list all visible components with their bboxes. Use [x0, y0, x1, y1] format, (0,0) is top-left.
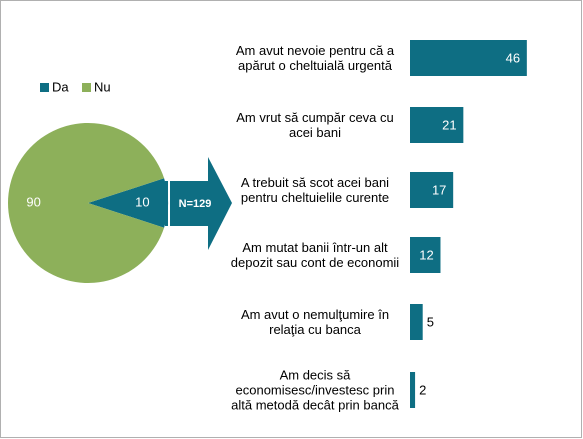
value-label: 17	[432, 182, 446, 197]
annotation: N=129	[179, 198, 212, 210]
category-label: Am avut nevoie pentru că a apărut o chel…	[235, 43, 395, 73]
legend-swatch	[82, 83, 91, 92]
arrow	[160, 157, 232, 250]
category-label: Am decis să economisesc/investesc prin a…	[231, 367, 399, 413]
value-label: 5	[427, 314, 434, 329]
category-label: Am avut o nemulţumire în relaţia cu banc…	[240, 307, 390, 337]
value-label: 12	[419, 247, 433, 262]
pie-slice	[8, 122, 165, 283]
legend-label: Da	[52, 79, 69, 94]
legend-swatch	[40, 83, 49, 92]
bar	[410, 372, 416, 408]
value-label: 2	[419, 382, 426, 397]
value-label: 21	[442, 117, 456, 132]
category-label: Am mutat banii într-un alt depozit sau c…	[230, 240, 400, 270]
bar	[410, 40, 527, 76]
category-label: A trebuit să scot acei bani pentru chelt…	[240, 175, 390, 205]
slice-label: 10	[135, 194, 149, 209]
legend-label: Nu	[94, 79, 111, 94]
bar	[410, 107, 464, 143]
bar	[410, 172, 454, 208]
pie-slice	[88, 178, 168, 228]
bar	[410, 304, 423, 340]
value-label: 46	[506, 50, 520, 65]
bar	[410, 237, 441, 273]
category-label: Am vrut să cumpăr ceva cu acei bani	[236, 110, 394, 140]
slice-label: 90	[26, 194, 40, 209]
